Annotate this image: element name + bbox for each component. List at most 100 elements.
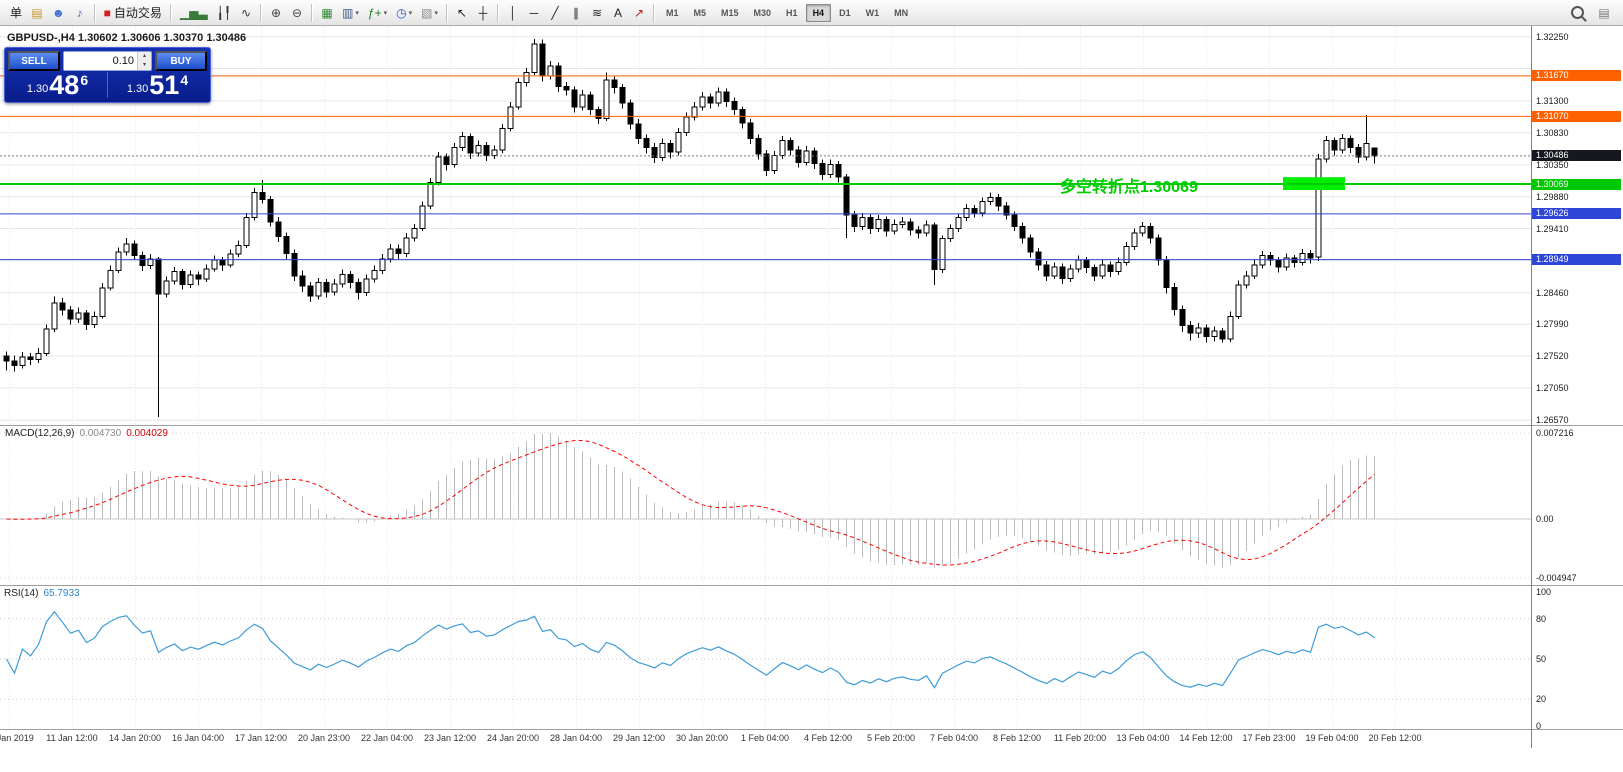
text-tool-button[interactable]: A: [608, 3, 628, 23]
templates-button[interactable]: ▧ ▾: [417, 3, 442, 23]
time-axis-label: 11 Feb 20:00: [1053, 733, 1107, 743]
time-axis[interactable]: 10 Jan 2019 11 Jan 12:00 14 Jan 20:00 16 Ja…: [0, 26, 1623, 772]
bar-chart-icon-icon: ▁▅▃: [179, 5, 208, 20]
lot-increase-icon[interactable]: ▴: [138, 52, 151, 61]
horizontal-line-tool-button[interactable]: ─: [524, 3, 544, 23]
search-icon-button[interactable]: [1567, 3, 1588, 23]
news-icon-icon: ▤: [1598, 5, 1610, 20]
profile-icon-button[interactable]: ☻: [48, 3, 69, 23]
horizontal-line-tool-icon: ─: [529, 5, 539, 20]
periods-icon: ◷: [396, 5, 407, 20]
one-click-trading-panel: SELL ▴ ▾ BUY 1.30 48 6 1.30 51 4: [4, 47, 211, 103]
timeframe-w1-button[interactable]: W1: [859, 4, 887, 22]
line-chart-icon-icon: ∿: [241, 5, 252, 20]
dropdown-caret-icon: ▾: [434, 9, 438, 17]
sell-price[interactable]: 1.30 48 6: [8, 69, 107, 100]
toolbar-separator: [652, 3, 655, 22]
buy-price[interactable]: 1.30 51 4: [108, 69, 207, 100]
crosshair-tool-button[interactable]: ┼: [473, 3, 493, 23]
tile-windows-icon: ▦: [321, 5, 333, 20]
rsi-pane: [0, 610, 1531, 700]
chart-window-icon-button[interactable]: ▤: [27, 3, 47, 23]
magnifier-icon: [1571, 6, 1584, 19]
buy-price-sup: 4: [180, 71, 189, 88]
toolbar-right-group: ▤: [1567, 3, 1620, 23]
new-order-button[interactable]: 单: [3, 3, 26, 23]
time-axis-label: 24 Jan 20:00: [486, 733, 540, 743]
fibonacci-tool-button[interactable]: ≋: [587, 3, 607, 23]
time-axis-label: 17 Feb 23:00: [1242, 733, 1296, 743]
chart-canvas[interactable]: [0, 26, 1623, 772]
trendline-tool-button[interactable]: ╱: [545, 3, 565, 23]
candlestick-chart-icon-icon: ╽╿: [216, 5, 232, 20]
time-axis-label: 7 Feb 04:00: [929, 733, 979, 743]
timeframe-mn-button[interactable]: MN: [887, 4, 915, 22]
time-axis-label: 13 Feb 04:00: [1116, 733, 1170, 743]
time-axis-label: 5 Feb 20:00: [866, 733, 916, 743]
cursor-tool-icon: ↖: [456, 5, 468, 20]
new-chart-icon: ▥: [342, 5, 354, 20]
vertical-line-tool-button[interactable]: │: [503, 3, 523, 23]
chart-window-icon-icon: ▤: [31, 5, 43, 20]
macd-pane: [0, 432, 1531, 579]
zoom-in-button[interactable]: ⊕: [266, 3, 286, 23]
time-axis-label: 10 Jan 2019: [0, 733, 34, 743]
dropdown-caret-icon: ▾: [355, 9, 359, 17]
periods-button[interactable]: ◷ ▾: [392, 3, 416, 23]
zoom-out-button[interactable]: ⊖: [287, 3, 307, 23]
chart-region[interactable]: GBPUSD-,H4 1.30602 1.30606 1.30370 1.304…: [0, 26, 1623, 772]
rsi-name: RSI(14): [4, 588, 39, 599]
autotrading-button-label: 自动交易: [113, 6, 162, 20]
timeframe-m1-button[interactable]: M1: [659, 4, 686, 22]
lot-decrease-icon[interactable]: ▾: [138, 61, 151, 70]
timeframe-h1-button[interactable]: H1: [779, 4, 805, 22]
time-axis-label: 30 Jan 20:00: [675, 733, 729, 743]
bar-chart-icon-button[interactable]: ▁▅▃: [176, 3, 212, 23]
time-axis-label: 23 Jan 12:00: [423, 733, 477, 743]
arrows-tool-icon: ↗: [633, 5, 645, 20]
price-divider: [107, 72, 108, 98]
time-axis-label: 20 Jan 23:00: [297, 733, 351, 743]
macd-signal-line: [6, 439, 1375, 566]
channel-tool-button[interactable]: ∥: [566, 3, 586, 23]
news-icon-button[interactable]: ▤: [1594, 3, 1614, 23]
macd-name: MACD(12,26,9): [5, 428, 75, 439]
pivot-annotation-text: 多空转折点1.30069: [1060, 179, 1198, 196]
timeframe-m15-button[interactable]: M15: [714, 4, 746, 22]
line-chart-icon-button[interactable]: ∿: [236, 3, 256, 23]
sell-price-prefix: 1.30: [26, 82, 49, 95]
sound-icon-button[interactable]: ♪: [70, 3, 90, 23]
buy-price-big: 51: [149, 69, 180, 100]
toolbar-separator: [169, 3, 172, 22]
templates-icon: ▧: [421, 5, 433, 20]
arrows-tool-button[interactable]: ↗: [629, 3, 649, 23]
timeframe-m5-button[interactable]: M5: [687, 4, 714, 22]
sell-button[interactable]: SELL: [8, 51, 60, 71]
sell-price-big: 48: [49, 69, 80, 100]
sound-icon-icon: ♪: [76, 5, 83, 20]
text-tool-icon: A: [613, 5, 622, 20]
lot-stepper[interactable]: ▴ ▾: [137, 52, 151, 70]
indicators-button[interactable]: ƒ+ ▾: [364, 3, 391, 23]
profile-icon-icon: ☻: [52, 5, 65, 20]
new-chart-button[interactable]: ▥ ▾: [338, 3, 363, 23]
grid-lines: [0, 27, 1531, 729]
candlestick-chart-icon-button[interactable]: ╽╿: [213, 3, 235, 23]
channel-tool-icon: ∥: [572, 5, 579, 20]
buy-button[interactable]: BUY: [155, 51, 207, 71]
fibonacci-tool-icon: ≋: [591, 5, 603, 20]
sell-price-sup: 6: [80, 71, 89, 88]
autotrading-button[interactable]: ■ 自动交易: [100, 3, 166, 23]
lot-size-input[interactable]: [64, 52, 137, 70]
time-axis-label: 1 Feb 04:00: [740, 733, 790, 743]
cursor-tool-button[interactable]: ↖: [452, 3, 472, 23]
tile-windows-button[interactable]: ▦: [317, 3, 337, 23]
lot-size-field[interactable]: ▴ ▾: [63, 51, 152, 71]
timeframe-m30-button[interactable]: M30: [747, 4, 779, 22]
timeframe-d1-button[interactable]: D1: [832, 4, 858, 22]
macd-signal-value: 0.004029: [126, 428, 168, 439]
zoom-out-icon: ⊖: [292, 5, 303, 20]
time-axis-label: 17 Jan 12:00: [234, 733, 288, 743]
timeframe-h4-button[interactable]: H4: [805, 3, 832, 22]
